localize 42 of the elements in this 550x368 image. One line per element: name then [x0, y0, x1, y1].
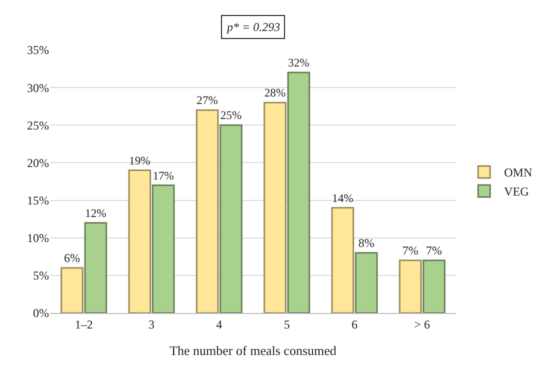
- y-tick-label: 10%: [27, 231, 49, 246]
- bar: [84, 222, 108, 313]
- data-label: 7%: [426, 243, 442, 258]
- data-label: 7%: [402, 243, 418, 258]
- data-label: 12%: [85, 206, 107, 220]
- y-tick-label: 20%: [27, 156, 49, 170]
- bar: [152, 184, 175, 313]
- bar: [196, 109, 219, 313]
- data-label: 27%: [196, 94, 218, 108]
- bar: [331, 207, 354, 313]
- data-label: 25%: [220, 109, 242, 122]
- x-tick-label: 4: [216, 317, 222, 332]
- bar: [422, 260, 446, 313]
- data-label: 14%: [332, 192, 354, 205]
- legend-label: VEG: [504, 184, 530, 199]
- bar: [354, 252, 378, 313]
- bar: [264, 102, 286, 313]
- x-tick-label: > 6: [414, 317, 430, 332]
- bar: [287, 72, 310, 313]
- data-label: 28%: [264, 86, 286, 100]
- data-label: 19%: [129, 154, 151, 168]
- y-tick-label: 35%: [27, 43, 49, 58]
- x-tick-label: 1–2: [74, 317, 93, 332]
- text: p* = 0.293: [226, 20, 280, 34]
- y-tick-label: 15%: [27, 193, 49, 208]
- x-tick-label: 5: [284, 317, 290, 332]
- y-tick-label: 5%: [33, 268, 49, 283]
- y-tick-label: 0%: [33, 306, 49, 320]
- x-axis-title: The number of meals consumed: [170, 343, 337, 358]
- data-label: 17%: [152, 169, 174, 182]
- y-tick-label: 25%: [27, 118, 49, 132]
- bar: [60, 267, 84, 313]
- data-label: 6%: [64, 250, 80, 265]
- legend-label: OMN: [504, 166, 532, 180]
- bar: [398, 260, 422, 313]
- bar: [128, 169, 152, 313]
- data-label: 8%: [358, 236, 374, 250]
- data-label: 32%: [288, 56, 310, 70]
- y-tick-label: 30%: [27, 80, 49, 95]
- x-tick-label: 3: [148, 317, 154, 332]
- x-tick-label: 6: [352, 317, 358, 332]
- bar: [220, 124, 242, 313]
